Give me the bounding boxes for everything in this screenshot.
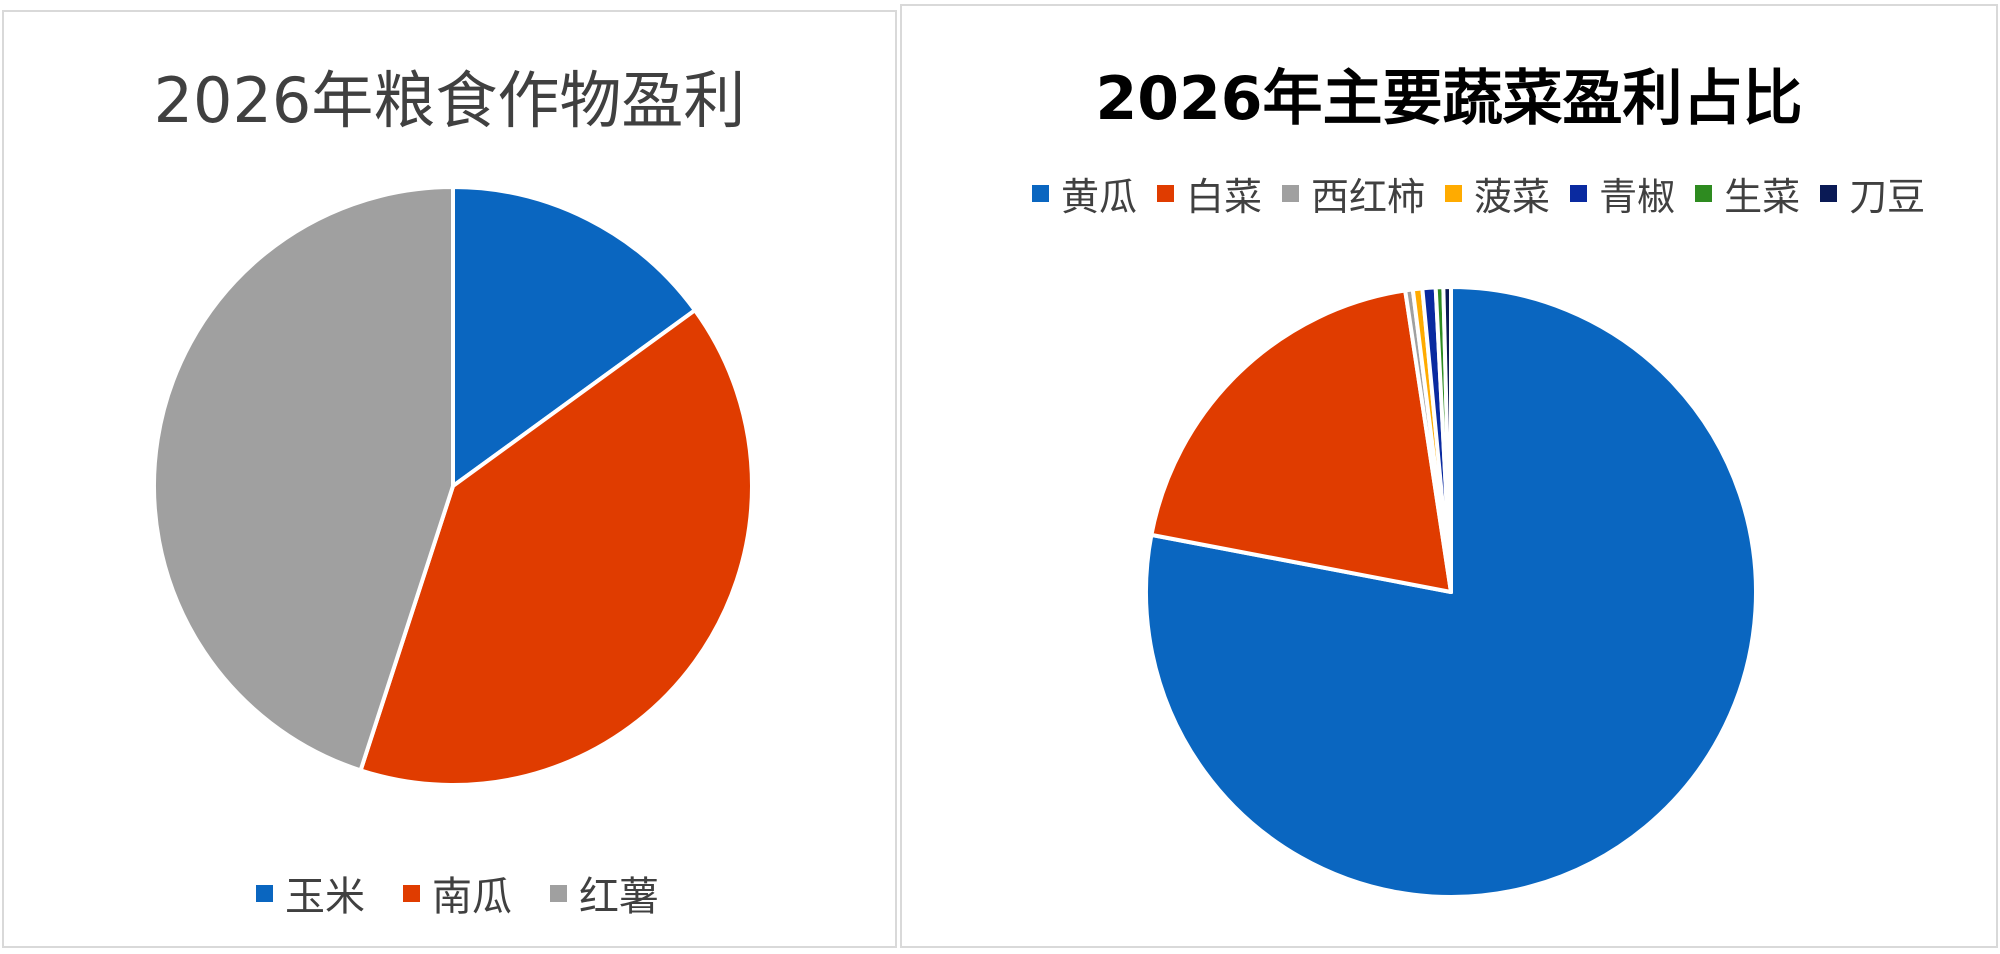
legend-swatch bbox=[1032, 185, 1049, 202]
legend-item-sweet-potato: 红薯 bbox=[550, 864, 659, 922]
legend-swatch bbox=[1445, 185, 1463, 202]
legend-item-cucumber: 黄瓜 bbox=[1032, 166, 1137, 221]
legend-swatch bbox=[1570, 185, 1588, 202]
legend-label: 刀豆 bbox=[1849, 175, 1926, 219]
vegetables-chart: 2026年主要蔬菜盈利占比 黄瓜 白菜 西红柿 菠菜 青椒 生菜 刀豆 bbox=[900, 4, 1998, 948]
legend-label: 菠菜 bbox=[1474, 175, 1551, 219]
legend: 玉米 南瓜 红薯 bbox=[256, 864, 697, 922]
pie-slice-pumpkin bbox=[358, 308, 754, 787]
pie-slice-sweet-potato bbox=[152, 185, 455, 773]
legend-item-corn: 玉米 bbox=[256, 864, 365, 922]
grain-crops-chart: 2026年粮食作物盈利 玉米 南瓜 红薯 bbox=[2, 10, 897, 948]
legend-swatch bbox=[403, 884, 420, 902]
legend-swatch bbox=[256, 884, 273, 902]
pie-slice-sword-bean bbox=[1441, 284, 1453, 594]
pie-slice-cabbage bbox=[1149, 288, 1453, 594]
legend-label: 西红柿 bbox=[1311, 175, 1426, 219]
legend-item-lettuce: 生菜 bbox=[1695, 166, 1800, 221]
legend-label: 黄瓜 bbox=[1061, 175, 1138, 219]
legend-item-spinach: 菠菜 bbox=[1445, 166, 1550, 221]
legend-label: 生菜 bbox=[1724, 175, 1801, 219]
legend-label: 白菜 bbox=[1186, 175, 1263, 219]
legend-label: 南瓜 bbox=[432, 874, 512, 920]
legend-item-green-pepper: 青椒 bbox=[1570, 166, 1675, 221]
legend-swatch bbox=[1695, 185, 1713, 202]
legend-swatch bbox=[550, 884, 567, 902]
legend-swatch bbox=[1282, 185, 1300, 202]
legend-label: 玉米 bbox=[285, 874, 365, 920]
pie-slice-cucumber bbox=[1144, 285, 1758, 899]
pie-chart-grain bbox=[152, 185, 754, 787]
legend-item-tomato: 西红柿 bbox=[1282, 166, 1425, 221]
legend-item-pumpkin: 南瓜 bbox=[403, 864, 512, 922]
pie-chart-vegetables bbox=[1144, 284, 1758, 899]
legend-swatch bbox=[1820, 185, 1838, 202]
legend-item-cabbage: 白菜 bbox=[1157, 166, 1262, 221]
chart-title: 2026年粮食作物盈利 bbox=[153, 64, 746, 137]
legend-swatch bbox=[1157, 185, 1175, 202]
pie-slice-corn bbox=[451, 185, 697, 488]
legend-item-sword-bean: 刀豆 bbox=[1820, 166, 1925, 221]
legend-label: 青椒 bbox=[1599, 175, 1676, 219]
legend: 黄瓜 白菜 西红柿 菠菜 青椒 生菜 刀豆 bbox=[1032, 166, 1945, 221]
chart-title: 2026年主要蔬菜盈利占比 bbox=[1095, 64, 1803, 134]
legend-label: 红薯 bbox=[579, 874, 659, 920]
